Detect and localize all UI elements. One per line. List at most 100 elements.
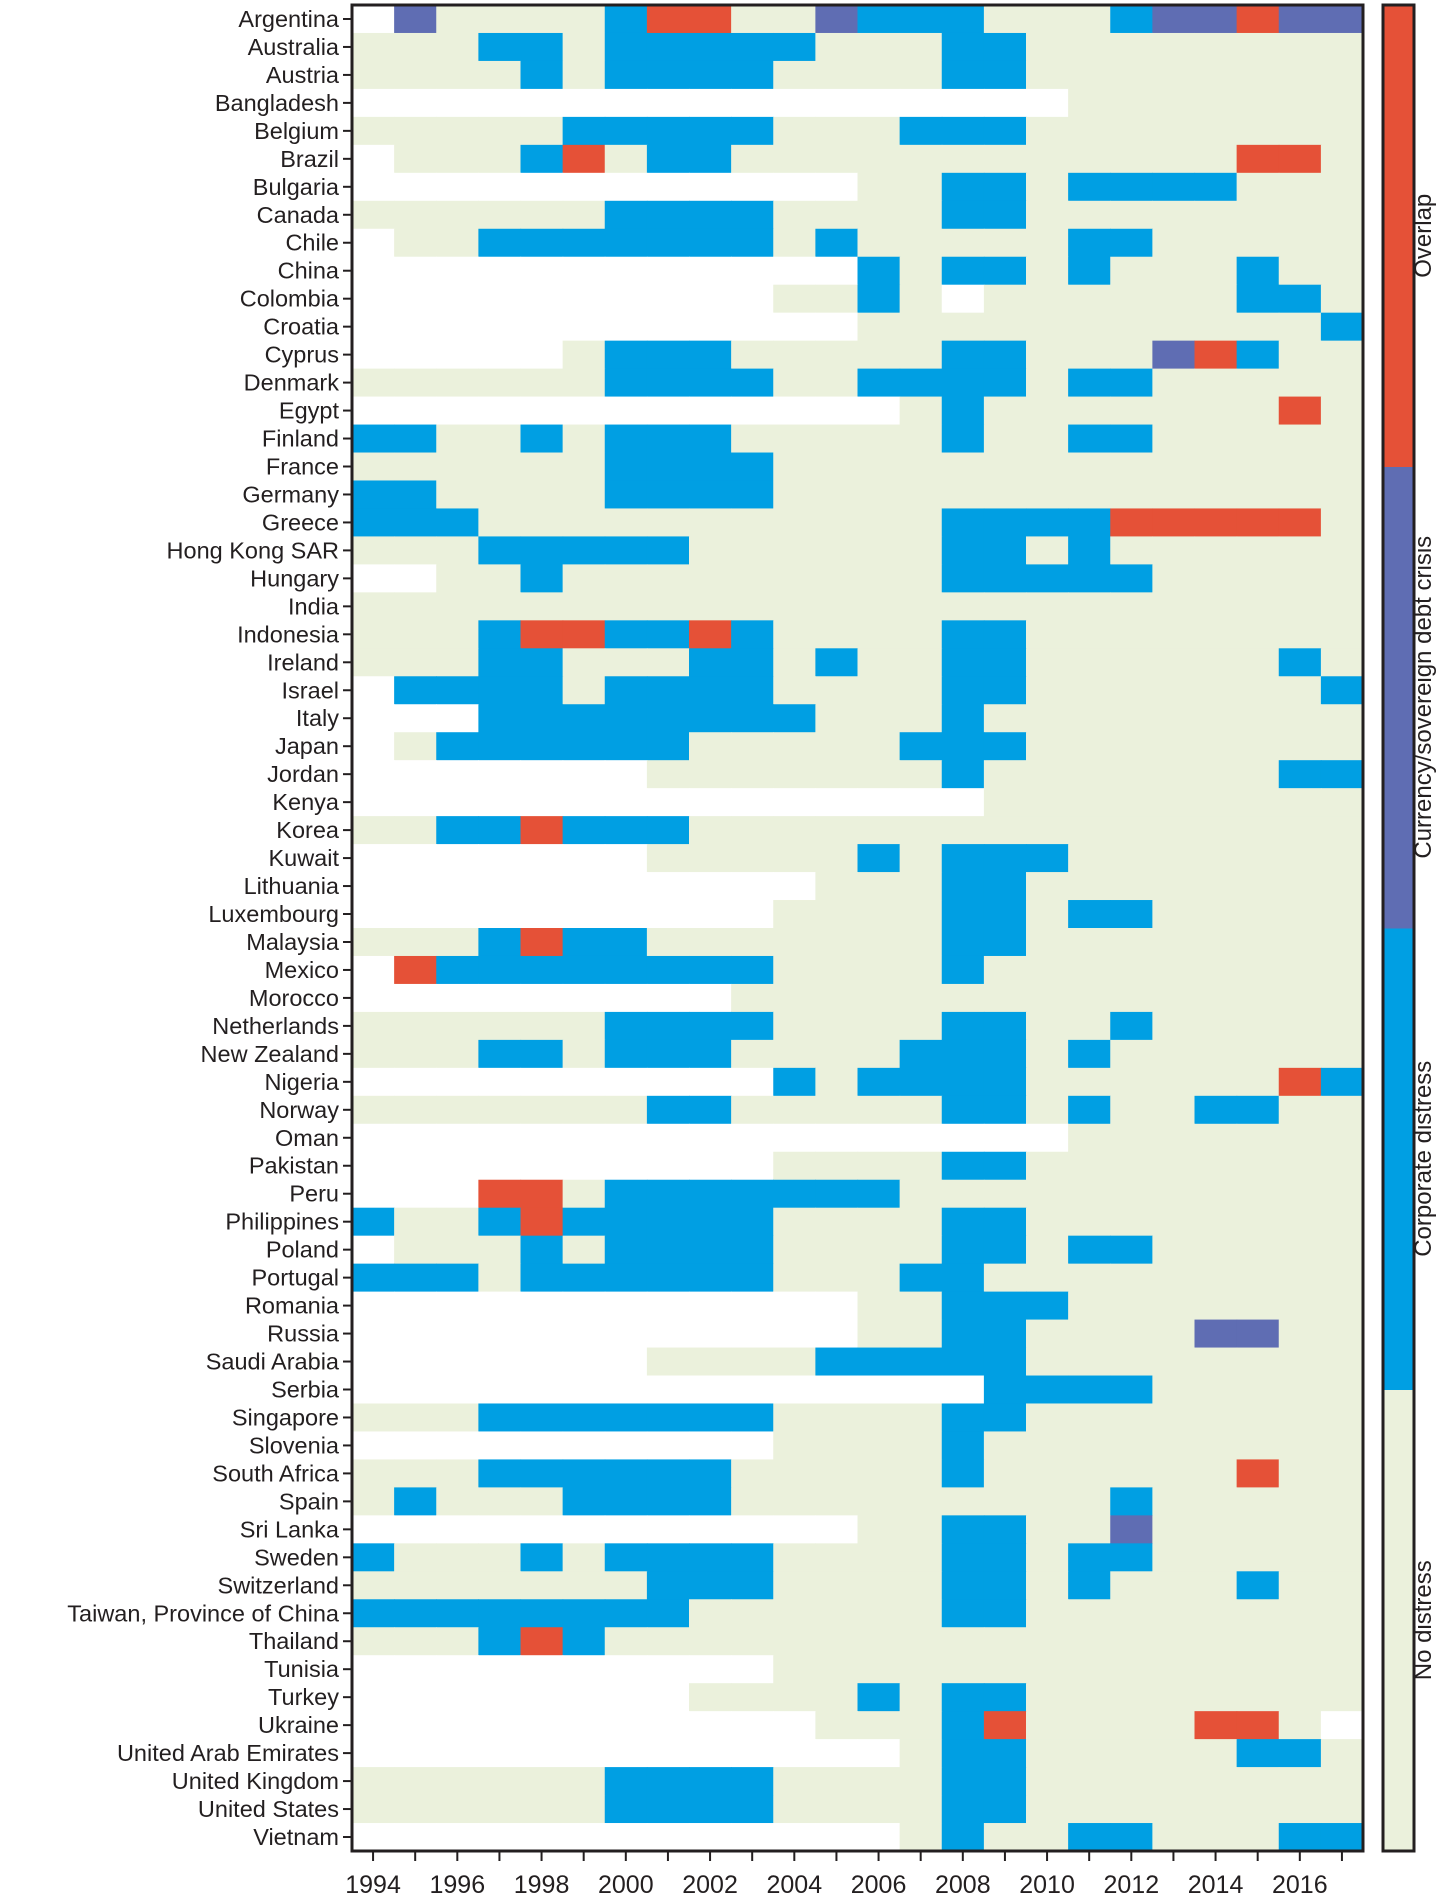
heatmap-cell <box>1110 312 1153 342</box>
heatmap-cell <box>352 928 395 957</box>
heatmap-cell <box>899 1179 943 1209</box>
heatmap-cell <box>857 955 901 985</box>
heatmap-cell <box>1236 1655 1280 1684</box>
y-tick-label: Ireland <box>267 649 339 675</box>
heatmap-cell <box>983 620 1027 649</box>
heatmap-cell <box>1236 1235 1280 1265</box>
heatmap-cell <box>604 872 648 901</box>
heatmap-cell <box>562 1263 606 1293</box>
heatmap-cell <box>478 1515 522 1544</box>
heatmap-cell <box>815 1263 859 1293</box>
heatmap-cell <box>1152 1011 1196 1041</box>
heatmap-cell <box>857 1319 901 1349</box>
heatmap-cell <box>941 1039 985 1069</box>
heatmap-cell <box>1152 1263 1196 1293</box>
heatmap-cell <box>1110 396 1153 426</box>
heatmap-cell <box>352 312 395 342</box>
heatmap-cell <box>562 172 606 202</box>
heatmap-cell <box>394 200 437 230</box>
heatmap-cell <box>857 872 901 901</box>
colorbar-segment <box>1383 466 1414 929</box>
heatmap-cell <box>478 732 522 761</box>
heatmap-cell <box>1320 1459 1364 1488</box>
heatmap-cell <box>773 1487 816 1516</box>
heatmap-cell <box>731 1347 774 1377</box>
heatmap-cell <box>1194 172 1238 202</box>
heatmap-cell <box>773 88 816 118</box>
heatmap-cell <box>352 508 395 538</box>
heatmap-cell <box>773 760 816 789</box>
heatmap-cell <box>562 144 606 174</box>
heatmap-cell <box>815 1151 859 1181</box>
heatmap-cell <box>1278 1571 1322 1600</box>
heatmap-cell <box>689 172 732 202</box>
heatmap-cell <box>1110 32 1153 62</box>
heatmap-cell <box>899 60 943 90</box>
heatmap-cell <box>562 228 606 258</box>
heatmap-cell <box>941 1683 985 1712</box>
heatmap-cell <box>857 1431 901 1461</box>
heatmap-cell <box>983 1235 1027 1265</box>
heatmap-cell <box>689 1207 732 1237</box>
heatmap-cell <box>478 480 522 510</box>
heatmap-cell <box>1068 32 1111 62</box>
heatmap-cell <box>1194 1739 1238 1768</box>
heatmap-cell <box>520 564 564 593</box>
heatmap-cell <box>1236 228 1280 258</box>
y-tick-label: Sri Lanka <box>240 1516 340 1542</box>
heatmap-cell <box>941 983 985 1013</box>
heatmap-cell <box>941 1235 985 1265</box>
heatmap-cell <box>731 1823 774 1852</box>
heatmap-cell <box>941 900 985 929</box>
heatmap-cell <box>478 1739 522 1768</box>
heatmap-cell <box>815 928 859 957</box>
heatmap-cell <box>731 536 774 565</box>
heatmap-cell <box>1110 1235 1153 1265</box>
heatmap-cell <box>520 592 564 621</box>
heatmap-cell <box>1236 1795 1280 1824</box>
heatmap-cell <box>1026 1627 1069 1656</box>
heatmap-cell <box>899 1375 943 1405</box>
heatmap-cell <box>436 1011 479 1041</box>
heatmap-cell <box>352 1487 395 1516</box>
heatmap-cell <box>478 844 522 873</box>
heatmap-cell <box>1236 1179 1280 1209</box>
heatmap-cell <box>604 1179 648 1209</box>
heatmap-cell <box>773 284 816 314</box>
heatmap-cell <box>857 1039 901 1069</box>
heatmap-cell <box>646 928 690 957</box>
heatmap-cell <box>1110 676 1153 705</box>
heatmap-cell <box>604 955 648 985</box>
heatmap-cell <box>520 1067 564 1097</box>
heatmap-cell <box>689 368 732 398</box>
heatmap-cell <box>1110 1179 1153 1209</box>
heatmap-cell <box>983 983 1027 1013</box>
heatmap-cell <box>983 928 1027 957</box>
heatmap-cell <box>1110 1543 1153 1572</box>
heatmap-cell <box>1152 1291 1196 1321</box>
heatmap-cell <box>1068 88 1111 118</box>
heatmap-cell <box>899 1207 943 1237</box>
heatmap-cell <box>1278 1039 1322 1069</box>
colorbar-segment <box>1383 1389 1414 1852</box>
heatmap-cell <box>731 60 774 90</box>
y-tick-label: Egypt <box>279 398 340 424</box>
heatmap-cell <box>857 256 901 286</box>
heatmap-cell <box>941 284 985 314</box>
heatmap-cell <box>646 228 690 258</box>
heatmap-cell <box>689 32 732 62</box>
heatmap-cell <box>689 1347 732 1377</box>
heatmap-cell <box>1320 1123 1364 1153</box>
heatmap-cell <box>1320 60 1364 90</box>
heatmap-cell <box>773 144 816 174</box>
heatmap-cell <box>899 508 943 538</box>
y-tick-label: Thailand <box>249 1628 339 1654</box>
heatmap-cell <box>815 1347 859 1377</box>
heatmap-cell <box>1278 1067 1322 1097</box>
heatmap-cell <box>731 1711 774 1740</box>
y-tick-label: Mexico <box>265 957 339 983</box>
heatmap-cell <box>394 452 437 482</box>
heatmap-cell <box>1236 983 1280 1013</box>
y-tick-label: Oman <box>275 1125 339 1151</box>
heatmap-cell <box>394 983 437 1013</box>
